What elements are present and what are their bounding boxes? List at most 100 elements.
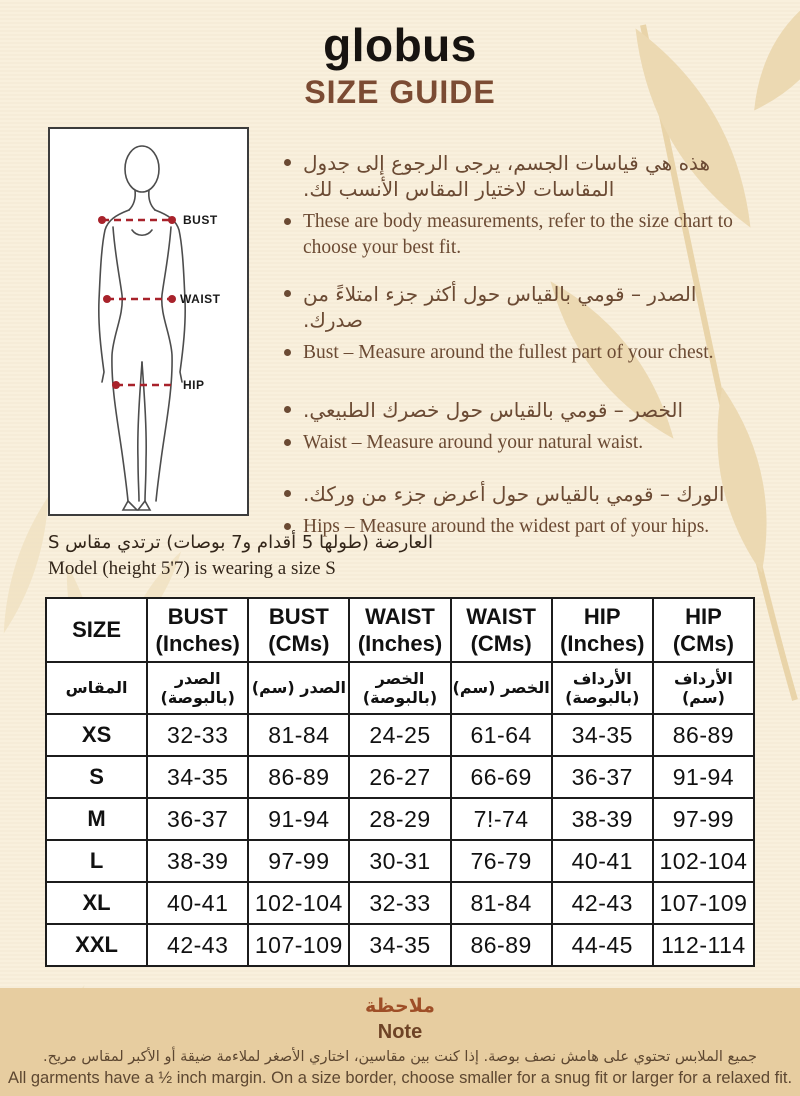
header-cell-bust-cm: BUST (CMs) bbox=[247, 597, 351, 663]
value-cell: 97-99 bbox=[247, 839, 351, 883]
table-row-s: S 34-35 86-89 26-27 66-69 36-37 91-94 bbox=[44, 755, 756, 799]
table-row-l: L 38-39 97-99 30-31 76-79 40-41 102-104 bbox=[44, 839, 756, 883]
size-chart-table: SIZE BUST (Inches) BUST (CMs) WAIST (Inches… bbox=[44, 597, 756, 967]
intro-text-english: These are body measurements, refer to th… bbox=[303, 211, 733, 258]
table-row-m: M 36-37 91-94 28-29 7!-74 38-39 97-99 bbox=[44, 797, 756, 841]
value-cell: 44-45 bbox=[550, 923, 654, 967]
value-cell: 42-43 bbox=[550, 881, 654, 925]
header-cell-size: SIZE bbox=[44, 597, 149, 663]
value-cell: 32-33 bbox=[348, 881, 452, 925]
value-cell: 97-99 bbox=[651, 797, 756, 841]
value-cell: 34-35 bbox=[146, 755, 250, 799]
header-row-arabic: المقاس الصدر (بالبوصة) الصدر (سم) الخصر (ب… bbox=[44, 661, 756, 715]
value-cell: 107-109 bbox=[651, 881, 756, 925]
list-item: الورك – قومي بالقياس حول أعرض جزء من ورك… bbox=[284, 481, 758, 507]
header-cell-waist-cm: WAIST (CMs) bbox=[449, 597, 553, 663]
value-cell: 7!-74 bbox=[449, 797, 553, 841]
value-cell: 30-31 bbox=[348, 839, 452, 883]
value-cell: 34-35 bbox=[348, 923, 452, 967]
bullet-icon bbox=[284, 218, 291, 225]
value-cell: 107-109 bbox=[247, 923, 351, 967]
value-cell: 32-33 bbox=[146, 713, 250, 757]
note-body-arabic: جميع الملابس تحتوي على هامش نصف بوصة. إذ… bbox=[43, 1048, 757, 1065]
bullet-icon bbox=[284, 522, 291, 530]
value-cell: 26-27 bbox=[348, 755, 452, 799]
header-cell-hip-in-ar: الأرداف (بالبوصة) bbox=[550, 661, 654, 715]
waist-line-label: WAIST bbox=[180, 292, 221, 306]
value-cell: 38-39 bbox=[146, 839, 250, 883]
value-cell: 102-104 bbox=[651, 839, 756, 883]
bullet-icon bbox=[284, 159, 291, 166]
value-cell: 91-94 bbox=[651, 755, 756, 799]
bullet-icon bbox=[284, 349, 291, 357]
bust-text-english: Bust – Measure around the fullest part o… bbox=[303, 342, 714, 364]
intro-bullet-group: هذه هي قياسات الجسم، يرجى الرجوع إلى جدو… bbox=[284, 150, 758, 260]
measurement-instructions: هذه هي قياسات الجسم، يرجى الرجوع إلى جدو… bbox=[284, 150, 758, 561]
hip-line-label: HIP bbox=[183, 378, 205, 392]
value-cell: 86-89 bbox=[247, 755, 351, 799]
value-cell: 42-43 bbox=[146, 923, 250, 967]
page-title: SIZE GUIDE bbox=[304, 74, 496, 110]
header-cell-waist-cm-ar: الخصر (سم) bbox=[449, 661, 553, 715]
waist-bullet-group: الخصر – قومي بالقياس حول خصرك الطبيعي. W… bbox=[284, 397, 758, 456]
value-cell: 86-89 bbox=[651, 713, 756, 757]
header-cell-waist-in-ar: الخصر (بالبوصة) bbox=[348, 661, 452, 715]
value-cell: 40-41 bbox=[146, 881, 250, 925]
value-cell: 112-114 bbox=[651, 923, 756, 967]
value-cell: 81-84 bbox=[449, 881, 553, 925]
bullet-icon bbox=[284, 290, 291, 298]
hip-text-arabic: الورك – قومي بالقياس حول أعرض جزء من ورك… bbox=[303, 481, 725, 506]
list-item: Hips – Measure around the widest part of… bbox=[284, 514, 758, 540]
model-note-arabic: العارضة (طولها 5 أقدام و7 بوصات) ترتدي م… bbox=[48, 532, 433, 553]
header-cell-hip-cm-ar: الأرداف (سم) bbox=[651, 661, 756, 715]
size-cell: XXL bbox=[44, 923, 149, 967]
table-row-xl: XL 40-41 102-104 32-33 81-84 42-43 107-1… bbox=[44, 881, 756, 925]
hip-bullet-group: الورك – قومي بالقياس حول أعرض جزء من ورك… bbox=[284, 481, 758, 540]
value-cell: 86-89 bbox=[449, 923, 553, 967]
note-section: ملاحظة Note جميع الملابس تحتوي على هامش … bbox=[0, 988, 800, 1096]
value-cell: 34-35 bbox=[550, 713, 654, 757]
size-cell: L bbox=[44, 839, 149, 883]
intro-text-arabic: هذه هي قياسات الجسم، يرجى الرجوع إلى جدو… bbox=[303, 151, 711, 201]
size-cell: M bbox=[44, 797, 149, 841]
list-item: الصدر – قومي بالقياس حول أكثر جزء امتلاء… bbox=[284, 281, 758, 333]
header-cell-size-ar: المقاس bbox=[44, 661, 149, 715]
size-cell: S bbox=[44, 755, 149, 799]
value-cell: 38-39 bbox=[550, 797, 654, 841]
note-body-english: All garments have a ½ inch margin. On a … bbox=[7, 1069, 793, 1088]
body-measurement-diagram: BUST WAIST HIP bbox=[48, 127, 249, 516]
value-cell: 81-84 bbox=[247, 713, 351, 757]
hip-text-english: Hips – Measure around the widest part of… bbox=[303, 515, 710, 537]
body-figure-illustration: BUST WAIST HIP bbox=[98, 145, 221, 511]
model-size-note: العارضة (طولها 5 أقدام و7 بوصات) ترتدي م… bbox=[48, 530, 528, 582]
value-cell: 102-104 bbox=[247, 881, 351, 925]
header-cell-bust-cm-ar: الصدر (سم) bbox=[247, 661, 351, 715]
value-cell: 61-64 bbox=[449, 713, 553, 757]
header-cell-bust-in-ar: الصدر (بالبوصة) bbox=[146, 661, 250, 715]
bust-bullet-group: الصدر – قومي بالقياس حول أكثر جزء امتلاء… bbox=[284, 281, 758, 366]
bust-text-arabic: الصدر – قومي بالقياس حول أكثر جزء امتلاء… bbox=[303, 282, 697, 333]
size-chart-header: SIZE BUST (Inches) BUST (CMs) WAIST (Inches… bbox=[44, 597, 756, 715]
header-row-english: SIZE BUST (Inches) BUST (CMs) WAIST (Inches… bbox=[44, 597, 756, 663]
header-cell-waist-in: WAIST (Inches) bbox=[348, 597, 452, 663]
note-title-english: Note bbox=[377, 1020, 423, 1043]
list-item: These are body measurements, refer to th… bbox=[284, 209, 758, 260]
waist-text-arabic: الخصر – قومي بالقياس حول خصرك الطبيعي. bbox=[303, 398, 684, 423]
waist-text-english: Waist – Measure around your natural wais… bbox=[303, 432, 644, 454]
bust-line-label: BUST bbox=[183, 213, 218, 227]
value-cell: 91-94 bbox=[247, 797, 351, 841]
size-cell: XL bbox=[44, 881, 149, 925]
list-item: Waist – Measure around your natural wais… bbox=[284, 430, 758, 456]
value-cell: 76-79 bbox=[449, 839, 553, 883]
table-row-xs: XS 32-33 81-84 24-25 61-64 34-35 86-89 bbox=[44, 713, 756, 757]
value-cell: 40-41 bbox=[550, 839, 654, 883]
value-cell: 66-69 bbox=[449, 755, 553, 799]
size-cell: XS bbox=[44, 713, 149, 757]
model-note-english: Model (height 5'7) is wearing a size S bbox=[48, 558, 336, 580]
value-cell: 36-37 bbox=[550, 755, 654, 799]
table-row-xxl: XXL 42-43 107-109 34-35 86-89 44-45 112-… bbox=[44, 923, 756, 967]
bullet-icon bbox=[284, 489, 291, 497]
header-cell-hip-cm: HIP (CMs) bbox=[651, 597, 756, 663]
bullet-icon bbox=[284, 406, 291, 414]
